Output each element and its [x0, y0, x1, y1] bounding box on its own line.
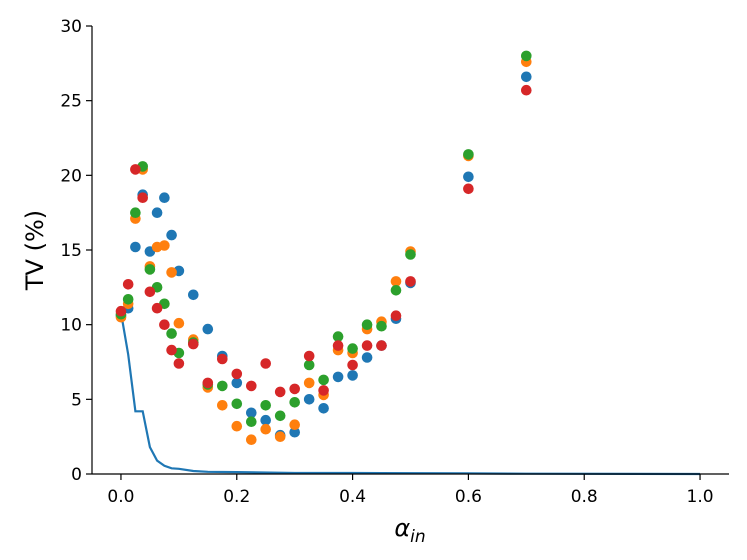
- y-tick-label: 15: [60, 241, 82, 261]
- y-tick-label: 0: [71, 465, 82, 485]
- data-point: [347, 359, 358, 371]
- x-tick-label: 0.8: [571, 487, 598, 507]
- x-axis-label-subscript: in: [410, 527, 426, 547]
- data-point: [361, 352, 373, 363]
- data-point: [173, 317, 185, 329]
- x-tick-label: 0.0: [107, 487, 134, 507]
- data-point: [390, 276, 402, 287]
- data-point: [122, 279, 134, 290]
- data-point: [260, 414, 272, 426]
- data-point: [260, 400, 272, 411]
- data-point: [390, 285, 402, 296]
- data-point: [303, 359, 315, 371]
- data-point: [122, 294, 134, 305]
- x-tick-label: 0.6: [455, 487, 482, 507]
- data-point: [231, 377, 243, 389]
- data-point: [332, 331, 344, 342]
- data-point: [463, 183, 474, 195]
- data-point: [202, 323, 214, 335]
- data-point: [151, 207, 163, 218]
- data-point: [361, 340, 373, 351]
- data-point: [130, 164, 141, 175]
- y-axis: 0 5 10 15 20 25 30: [60, 17, 93, 485]
- data-point: [318, 403, 329, 414]
- data-point: [521, 84, 532, 96]
- y-tick-label: 5: [71, 390, 82, 410]
- x-tick-label: 0.4: [339, 487, 366, 507]
- data-point: [274, 386, 286, 398]
- data-point: [115, 305, 127, 317]
- data-point: [332, 340, 344, 351]
- x-axis: 0.0 0.2 0.4 0.6 0.8 1.0: [92, 473, 729, 507]
- y-axis-label: TV (%): [21, 210, 49, 291]
- data-point: [166, 229, 177, 241]
- data-point: [274, 431, 286, 443]
- data-point: [376, 340, 387, 351]
- data-point: [289, 426, 301, 438]
- data-point: [159, 319, 170, 331]
- data-point: [159, 192, 170, 203]
- data-point: [173, 358, 185, 369]
- y-tick-label: 20: [60, 166, 82, 186]
- data-point: [217, 353, 228, 365]
- data-point: [151, 302, 163, 314]
- data-point: [347, 370, 358, 381]
- series-line: [119, 312, 701, 476]
- x-axis-label-symbol: α: [394, 514, 410, 542]
- data-point: [390, 310, 402, 322]
- data-point: [217, 380, 228, 392]
- data-point: [376, 320, 387, 332]
- data-point: [246, 407, 257, 419]
- data-point: [332, 371, 344, 383]
- data-point: [166, 267, 177, 278]
- data-point: [405, 276, 416, 287]
- data-point: [188, 289, 199, 301]
- data-point: [361, 319, 373, 331]
- x-axis-label: αin: [394, 514, 425, 547]
- data-point: [137, 192, 148, 203]
- data-point: [260, 358, 272, 369]
- data-point: [246, 434, 257, 446]
- data-point: [318, 374, 329, 386]
- y-tick-label: 10: [60, 316, 82, 336]
- data-point: [303, 350, 315, 362]
- x-tick-label: 1.0: [687, 487, 714, 507]
- data-point: [217, 400, 228, 411]
- data-point: [144, 264, 156, 275]
- data-point: [463, 149, 474, 160]
- data-point: [289, 397, 301, 408]
- data-point: [166, 328, 177, 339]
- y-tick-label: 25: [60, 92, 82, 112]
- data-point: [463, 171, 474, 183]
- data-point: [521, 50, 532, 62]
- data-point: [289, 383, 301, 395]
- data-point: [405, 249, 416, 260]
- data-point: [202, 377, 214, 389]
- data-point: [231, 398, 243, 410]
- data-point: [231, 420, 243, 432]
- data-point: [274, 410, 286, 422]
- data-point: [246, 380, 257, 392]
- data-point: [347, 343, 358, 354]
- data-point: [289, 419, 301, 431]
- data-point: [130, 241, 141, 253]
- data-point: [130, 207, 141, 218]
- data-point: [521, 71, 532, 83]
- x-tick-label: 0.2: [223, 487, 250, 507]
- data-point: [231, 368, 243, 380]
- data-point: [144, 286, 156, 298]
- plot-area: [115, 50, 701, 476]
- data-point: [303, 377, 315, 389]
- data-point: [246, 416, 257, 428]
- data-point: [166, 344, 177, 356]
- data-point: [303, 394, 315, 405]
- data-point: [260, 423, 272, 435]
- y-tick-label: 30: [60, 17, 82, 37]
- data-point: [188, 338, 199, 350]
- data-point: [159, 240, 170, 251]
- data-point: [318, 385, 329, 396]
